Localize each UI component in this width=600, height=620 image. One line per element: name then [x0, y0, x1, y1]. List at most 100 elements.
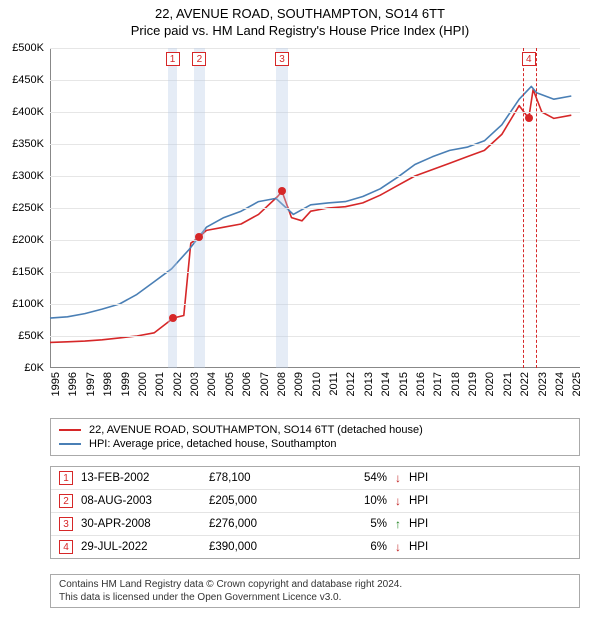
transaction-row: 2 08-AUG-2003 £205,000 10% ↓ HPI: [51, 489, 579, 512]
y-tick-label: £0K: [24, 362, 44, 374]
event-marker-2: 2: [192, 52, 206, 66]
x-tick-label: 2011: [328, 372, 340, 396]
series-line: [50, 86, 571, 318]
transaction-row: 3 30-APR-2008 £276,000 5% ↑ HPI: [51, 512, 579, 535]
x-tick-label: 1996: [67, 372, 79, 396]
x-tick-label: 1998: [102, 372, 114, 396]
legend-label: HPI: Average price, detached house, Sout…: [89, 438, 336, 450]
y-tick-label: £200K: [12, 234, 44, 246]
gridline-h: [50, 240, 580, 241]
transaction-pct: 54%: [327, 472, 387, 484]
gridline-h: [50, 272, 580, 273]
transaction-point: [525, 114, 533, 122]
x-tick-label: 2008: [276, 372, 288, 396]
arrow-down-icon: ↓: [395, 494, 401, 508]
transaction-point: [278, 187, 286, 195]
x-tick-label: 2018: [450, 372, 462, 396]
legend-swatch: [59, 429, 81, 431]
x-tick-label: 2022: [519, 372, 531, 396]
x-tick-label: 2024: [554, 372, 566, 396]
gridline-h: [50, 144, 580, 145]
transaction-price: £78,100: [209, 472, 319, 484]
x-tick-label: 2012: [345, 372, 357, 396]
legend-label: 22, AVENUE ROAD, SOUTHAMPTON, SO14 6TT (…: [89, 424, 423, 436]
price-vs-hpi-chart: £0K£50K£100K£150K£200K£250K£300K£350K£40…: [50, 48, 580, 368]
y-tick-label: £100K: [12, 298, 44, 310]
x-tick-label: 2010: [311, 372, 323, 396]
transaction-pct: 10%: [327, 495, 387, 507]
y-tick-label: £450K: [12, 74, 44, 86]
gridline-h: [50, 176, 580, 177]
footer-line-1: Contains HM Land Registry data © Crown c…: [59, 578, 571, 591]
transaction-date: 13-FEB-2002: [81, 472, 201, 484]
x-tick-label: 2025: [571, 372, 583, 396]
transaction-date: 30-APR-2008: [81, 518, 201, 530]
transaction-hpi-label: HPI: [409, 472, 428, 484]
y-tick-label: £300K: [12, 170, 44, 182]
x-tick-label: 2002: [172, 372, 184, 396]
x-tick-label: 2000: [137, 372, 149, 396]
x-tick-label: 1999: [120, 372, 132, 396]
transactions-table: 1 13-FEB-2002 £78,100 54% ↓ HPI 2 08-AUG-2003 £2…: [50, 466, 580, 559]
page-subtitle: Price paid vs. HM Land Registry's House …: [0, 23, 600, 38]
y-tick-label: £150K: [12, 266, 44, 278]
transaction-price: £390,000: [209, 541, 319, 553]
event-band: [194, 48, 204, 368]
event-marker-1: 1: [166, 52, 180, 66]
event-marker-4: 4: [522, 52, 536, 66]
x-tick-label: 2016: [415, 372, 427, 396]
transaction-row: 1 13-FEB-2002 £78,100 54% ↓ HPI: [51, 467, 579, 489]
transaction-date: 29-JUL-2022: [81, 541, 201, 553]
transaction-row: 4 29-JUL-2022 £390,000 6% ↓ HPI: [51, 535, 579, 558]
x-tick-label: 2006: [241, 372, 253, 396]
gridline-h: [50, 112, 580, 113]
transaction-point: [169, 314, 177, 322]
x-tick-label: 2004: [206, 372, 218, 396]
legend-swatch: [59, 443, 81, 445]
x-tick-label: 2005: [224, 372, 236, 396]
x-tick-label: 2007: [259, 372, 271, 396]
gridline-h: [50, 80, 580, 81]
event-band: [523, 48, 537, 368]
transaction-marker-box: 1: [59, 471, 73, 485]
x-tick-label: 2019: [467, 372, 479, 396]
x-tick-label: 2013: [363, 372, 375, 396]
transaction-hpi-label: HPI: [409, 495, 428, 507]
x-tick-label: 2009: [293, 372, 305, 396]
gridline-h: [50, 304, 580, 305]
transaction-hpi-label: HPI: [409, 541, 428, 553]
y-tick-label: £350K: [12, 138, 44, 150]
y-tick-label: £500K: [12, 42, 44, 54]
arrow-up-icon: ↑: [395, 517, 401, 531]
x-tick-label: 2015: [398, 372, 410, 396]
transaction-hpi-label: HPI: [409, 518, 428, 530]
x-tick-label: 2001: [154, 372, 166, 396]
x-tick-label: 2003: [189, 372, 201, 396]
gridline-h: [50, 336, 580, 337]
transaction-date: 08-AUG-2003: [81, 495, 201, 507]
x-tick-label: 2023: [537, 372, 549, 396]
gridline-h: [50, 48, 580, 49]
gridline-h: [50, 208, 580, 209]
x-tick-label: 2017: [432, 372, 444, 396]
legend-item: 22, AVENUE ROAD, SOUTHAMPTON, SO14 6TT (…: [59, 423, 571, 437]
x-tick-label: 2021: [502, 372, 514, 396]
transaction-point: [195, 233, 203, 241]
x-tick-label: 2014: [380, 372, 392, 396]
transaction-pct: 5%: [327, 518, 387, 530]
x-tick-label: 1995: [50, 372, 62, 396]
x-tick-label: 1997: [85, 372, 97, 396]
transaction-price: £205,000: [209, 495, 319, 507]
transaction-price: £276,000: [209, 518, 319, 530]
arrow-down-icon: ↓: [395, 471, 401, 485]
y-tick-label: £250K: [12, 202, 44, 214]
x-tick-label: 2020: [484, 372, 496, 396]
transaction-marker-box: 3: [59, 517, 73, 531]
transaction-pct: 6%: [327, 541, 387, 553]
y-tick-label: £50K: [18, 330, 44, 342]
arrow-down-icon: ↓: [395, 540, 401, 554]
transaction-marker-box: 2: [59, 494, 73, 508]
y-tick-label: £400K: [12, 106, 44, 118]
transaction-marker-box: 4: [59, 540, 73, 554]
footer-line-2: This data is licensed under the Open Gov…: [59, 591, 571, 604]
